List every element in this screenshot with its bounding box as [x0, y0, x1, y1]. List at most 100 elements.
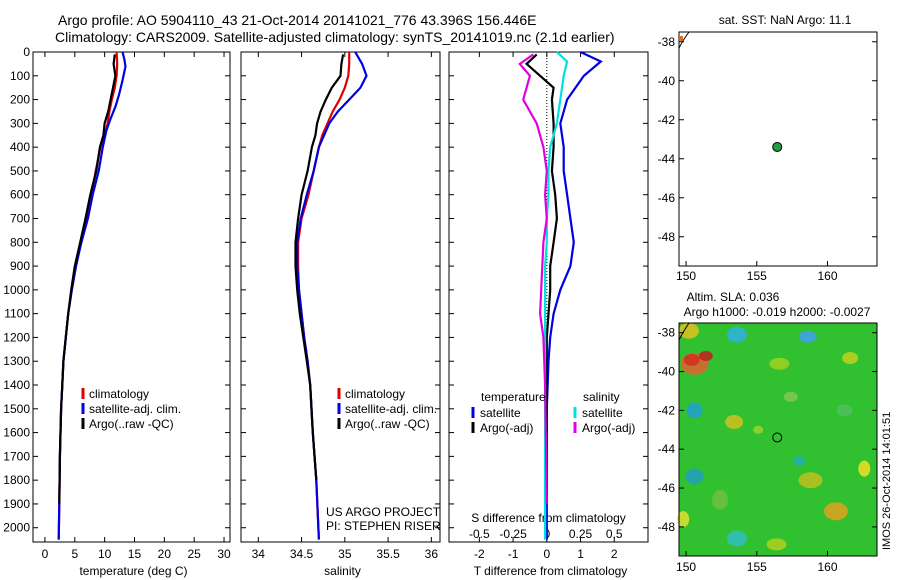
temperature-legend-label: satellite-adj. clim. [89, 402, 181, 416]
salinity-xtick-label: 35.5 [376, 547, 400, 561]
depth-tick-label: 1100 [4, 307, 30, 321]
temperature-legend-label: Argo(..raw -QC) [89, 417, 174, 431]
temperature-xtick-label: 20 [158, 547, 172, 561]
depth-tick-label: 800 [10, 235, 30, 249]
sla-anomaly-patch [726, 530, 747, 547]
temperature-xtick-label: 5 [71, 547, 78, 561]
sla-map-ytick-label: -46 [658, 481, 676, 495]
sst-map-coastline [678, 31, 690, 49]
secondary-xtick-label: 0.25 [569, 527, 593, 541]
sla-anomaly-patch [698, 351, 713, 362]
depth-tick-label: 200 [10, 93, 30, 107]
temperature-xtick-label: 0 [42, 547, 49, 561]
sst-map-title: sat. SST: NaN Argo: 11.1 [719, 13, 852, 27]
salinity-xtick-label: 36 [425, 547, 439, 561]
temperature-xtick-label: 30 [217, 547, 231, 561]
sla-map-float-marker [772, 432, 783, 443]
sla-map-xtick-label: 155 [747, 560, 767, 574]
sla-map-coastline [678, 322, 690, 341]
difference-axes-box [448, 51, 649, 543]
salinity-xtick-label: 35 [338, 547, 352, 561]
depth-tick-label: 1900 [3, 497, 30, 511]
depth-tick-label: 500 [10, 164, 30, 178]
sla-anomaly-patch [686, 402, 703, 419]
figure-title-line2: Climatology: CARS2009. Satellite-adjuste… [55, 29, 615, 45]
sla-anomaly-patch [842, 351, 859, 364]
depth-tick-label: 2000 [3, 521, 30, 535]
sla-map-title-line2: Argo h1000: -0.019 h2000: -0.0027 [684, 305, 871, 319]
sla-anomaly-patch [683, 353, 700, 366]
difference-series-argo-adj- [518, 53, 548, 504]
sla-anomaly-patch [798, 330, 817, 343]
salinity-xtick-label: 34.5 [290, 547, 314, 561]
difference-xtick-label: -2 [474, 547, 485, 561]
salinity-series-argo-raw-qc- [294, 54, 345, 481]
salinity-legend-label: climatology [345, 387, 405, 401]
diff-legend-label: Argo(-adj) [480, 421, 533, 435]
diff-legend-header-salinity: salinity [583, 390, 620, 404]
sla-anomaly-patch [798, 472, 823, 489]
depth-tick-label: 400 [10, 140, 30, 154]
difference-series-satellite [543, 51, 569, 540]
sla-map-xtick-label: 160 [817, 560, 837, 574]
depth-tick-label: 700 [10, 212, 30, 226]
sla-map-ytick-label: -48 [658, 520, 676, 534]
temperature-legend-label: climatology [89, 387, 149, 401]
depth-tick-label: 1200 [3, 330, 30, 344]
secondary-xtick-label: 0.5 [606, 527, 623, 541]
difference-series-satellite [545, 51, 603, 540]
depth-tick-label: 1800 [3, 473, 30, 487]
temperature-xtick-label: 25 [188, 547, 202, 561]
sla-map-ytick-label: -40 [658, 365, 676, 379]
imos-timestamp-label: IMOS 26-Oct-2014 14:01:51 [881, 411, 893, 550]
depth-tick-label: 900 [10, 259, 30, 273]
diff-legend-header-temperature: temperature [481, 390, 546, 404]
difference-xtick-label: 1 [577, 547, 584, 561]
sla-map-ytick-label: -38 [658, 326, 676, 340]
sla-anomaly-patch [712, 489, 729, 510]
sla-anomaly-patch [766, 538, 787, 551]
temperature-xtick-label: 15 [128, 547, 142, 561]
difference-series-argo-adj- [524, 53, 559, 504]
sla-anomaly-patch [678, 322, 699, 339]
salinity-legend-label: Argo(..raw -QC) [345, 417, 430, 431]
diff-legend-label: satellite [480, 406, 521, 420]
salinity-xlabel: salinity [324, 564, 361, 578]
sst-map-corner-pixel [680, 36, 683, 41]
sla-anomaly-patch [823, 502, 848, 521]
sst-map-xtick-label: 160 [817, 269, 837, 283]
salinity-xtick-label: 34 [252, 547, 266, 561]
sla-anomaly-patch [726, 326, 747, 343]
sst-map-xtick-label: 150 [676, 269, 696, 283]
sla-map-axes-box [678, 322, 878, 557]
secondary-xtick-label: -0.25 [499, 527, 527, 541]
sla-map-title-line1: Altim. SLA: 0.036 [687, 290, 780, 304]
depth-tick-label: 100 [10, 69, 30, 83]
secondary-xlabel: S difference from climatology [471, 511, 626, 525]
sst-map-ytick-label: -42 [658, 113, 676, 127]
sst-map-xtick-label: 155 [747, 269, 767, 283]
sla-map-ytick-label: -44 [658, 442, 676, 456]
sla-anomaly-patch [858, 460, 871, 477]
temperature-series-argo-raw-qc- [58, 54, 117, 504]
sst-map-float-marker [772, 141, 783, 152]
salinity-series-climatology [297, 52, 351, 540]
difference-xtick-label: 2 [611, 547, 618, 561]
salinity-legend-label: satellite-adj. clim. [345, 402, 437, 416]
sla-map-ytick-label: -42 [658, 403, 676, 417]
pi-annotation: PI: STEPHEN RISER [326, 519, 441, 533]
depth-tick-label: 1300 [3, 354, 30, 368]
difference-xtick-label: 0 [543, 547, 550, 561]
depth-tick-label: 1000 [3, 283, 30, 297]
depth-tick-label: 300 [10, 116, 30, 130]
sst-map-ytick-label: -38 [658, 35, 676, 49]
temperature-axes-box [32, 51, 231, 543]
depth-tick-label: 600 [10, 188, 30, 202]
project-annotation: US ARGO PROJECT [326, 505, 441, 519]
depth-tick-label: 0 [23, 45, 30, 59]
sla-anomaly-patch [753, 425, 764, 434]
depth-tick-label: 1600 [3, 426, 30, 440]
depth-tick-label: 1400 [3, 378, 30, 392]
difference-xlabel: T difference from climatology [474, 564, 628, 578]
